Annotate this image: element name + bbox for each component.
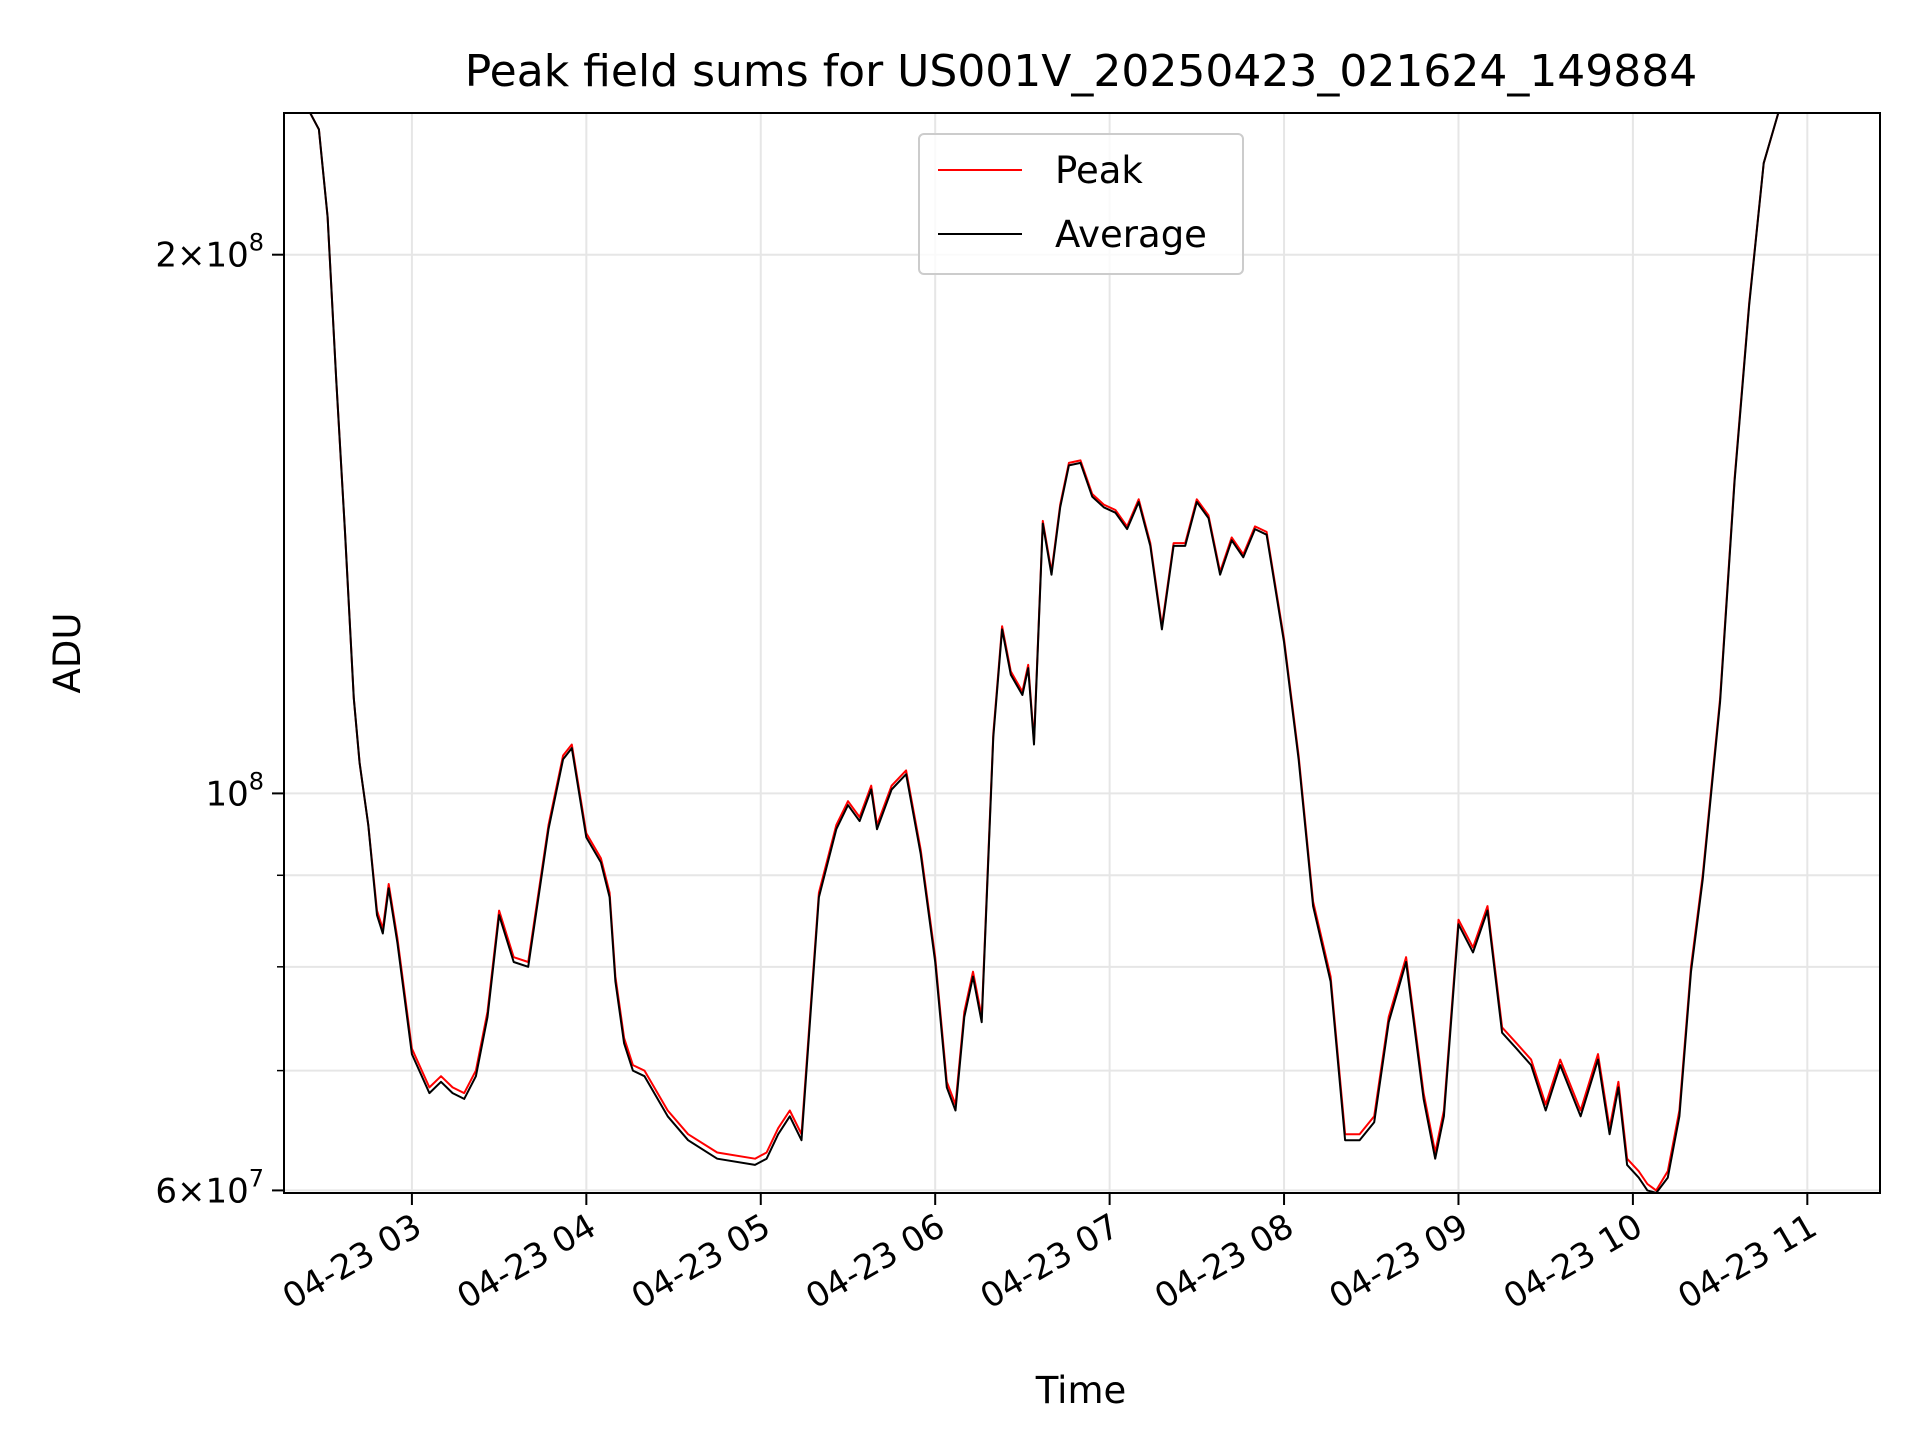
x-axis-label: Time <box>1035 1369 1127 1412</box>
y-tick-exponent: 8 <box>249 229 264 257</box>
series-layer <box>284 112 1880 1194</box>
y-tick-exponent: 8 <box>249 767 264 795</box>
legend: Peak Average <box>918 133 1244 275</box>
y-tick-mantissa: 10 <box>205 774 248 814</box>
legend-average-label: Average <box>1055 213 1207 256</box>
series-line-average <box>284 112 1880 1194</box>
y-tick-label: 108 <box>205 767 264 814</box>
y-tick-exponent: 7 <box>249 1164 264 1192</box>
y-tick-mantissa: 2×10 <box>155 236 248 276</box>
y-tick-label: 6×107 <box>155 1164 264 1211</box>
legend-peak-label: Peak <box>1055 149 1143 192</box>
y-tick-mantissa: 6×10 <box>155 1171 248 1211</box>
y-tick-label: 2×108 <box>155 229 264 276</box>
chart-title: Peak field sums for US001V_20250423_0216… <box>465 46 1698 97</box>
plot-area-frame <box>283 112 1881 1194</box>
y-axis-label: ADU <box>46 613 89 694</box>
